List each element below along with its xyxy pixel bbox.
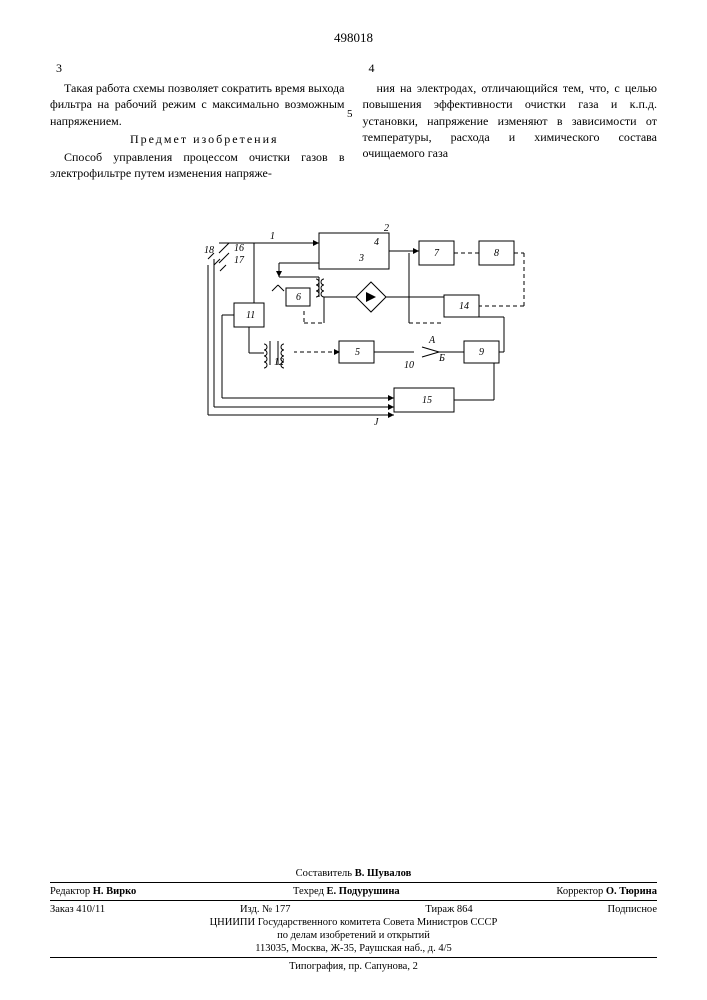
svg-text:6: 6 <box>296 292 301 303</box>
right-column: 4 ния на электродах, отличающийся тем, ч… <box>363 60 658 183</box>
footer-rule-2 <box>50 900 657 901</box>
svg-text:7: 7 <box>434 248 440 259</box>
editor-label: Редактор <box>50 886 90 897</box>
address: 113035, Москва, Ж-35, Раушская наб., д. … <box>50 943 657 954</box>
subscription: Подписное <box>608 904 657 915</box>
svg-text:A: A <box>428 335 436 346</box>
svg-text:15: 15 <box>422 395 432 406</box>
patent-number: 498018 <box>50 30 657 46</box>
svg-text:3: 3 <box>358 253 364 264</box>
tirazh-label: Тираж <box>425 904 454 915</box>
izd-num: 177 <box>275 904 291 915</box>
svg-text:16: 16 <box>234 243 244 254</box>
para-l-0: Такая работа схемы позволяет сократить в… <box>50 80 345 129</box>
svg-text:Б: Б <box>438 353 445 364</box>
footer-rule-3 <box>50 957 657 958</box>
right-col-num: 4 <box>363 60 658 76</box>
org2: по делам изобретений и открытий <box>50 930 657 941</box>
corrector-label: Корректор <box>556 886 603 897</box>
body-columns: 3 Такая работа схемы позволяет сократить… <box>50 60 657 183</box>
svg-text:9: 9 <box>479 347 484 358</box>
print-row: Заказ 410/11 Изд. № 177 Тираж 864 Подпис… <box>50 904 657 915</box>
para-l-2: Способ управления процессом очистки газо… <box>50 149 345 181</box>
credits-row: Редактор Н. Вирко Техред Е. Подурушина К… <box>50 886 657 897</box>
svg-text:2: 2 <box>384 223 389 234</box>
compiler-label: Составитель <box>296 868 352 879</box>
svg-text:11: 11 <box>246 310 255 321</box>
footer-rule-1 <box>50 882 657 883</box>
svg-text:J: J <box>374 417 379 428</box>
order-num: 410/11 <box>76 904 105 915</box>
teched-name: Е. Подурушина <box>327 886 400 897</box>
teched-label: Техред <box>293 886 324 897</box>
left-column: 3 Такая работа схемы позволяет сократить… <box>50 60 345 183</box>
svg-text:5: 5 <box>355 347 360 358</box>
org1: ЦНИИПИ Государственного комитета Совета … <box>50 917 657 928</box>
printer: Типография, пр. Сапунова, 2 <box>50 961 657 972</box>
left-col-num: 3 <box>50 60 345 76</box>
svg-text:4: 4 <box>374 237 379 248</box>
svg-text:1: 1 <box>270 231 275 242</box>
svg-text:14: 14 <box>459 301 469 312</box>
editor-name: Н. Вирко <box>93 886 136 897</box>
compiler-name: В. Шувалов <box>355 868 412 879</box>
para-r-0: ния на электродах, отличающийся тем, что… <box>363 80 658 161</box>
circuit-diagram: 2345678911121415116171810AБJ <box>50 213 657 463</box>
svg-text:17: 17 <box>234 255 245 266</box>
svg-text:8: 8 <box>494 248 499 259</box>
footer-block: Составитель В. Шувалов Редактор Н. Вирко… <box>50 866 657 972</box>
subject-heading: Предмет изобретения <box>50 131 345 147</box>
corrector-name: О. Тюрина <box>606 886 657 897</box>
izd-label: Изд. № <box>240 904 272 915</box>
svg-text:10: 10 <box>404 360 414 371</box>
tirazh-num: 864 <box>457 904 473 915</box>
order-label: Заказ <box>50 904 74 915</box>
margin-line-5: 5 <box>347 108 353 120</box>
